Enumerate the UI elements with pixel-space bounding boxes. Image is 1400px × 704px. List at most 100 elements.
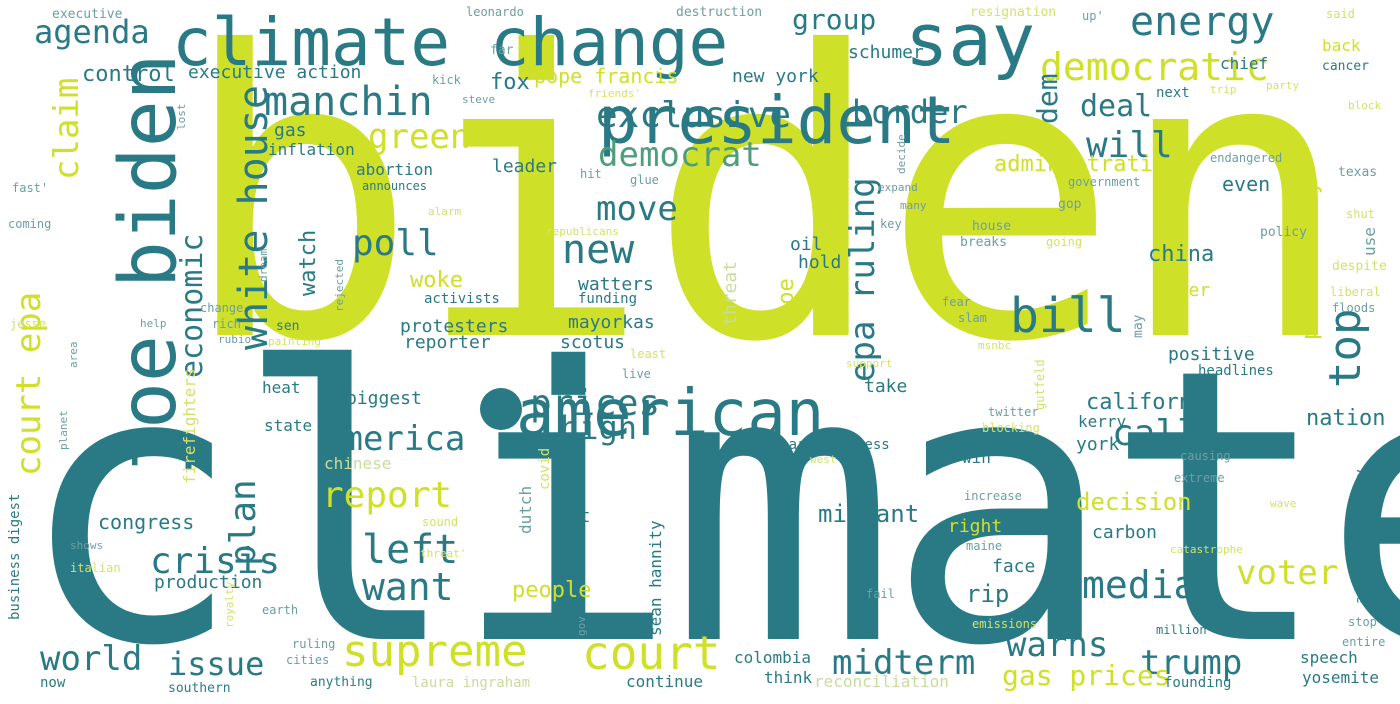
word-woke: woke <box>410 268 463 293</box>
word-kerry: kerry <box>1078 412 1127 431</box>
word-dream: dream <box>257 248 270 282</box>
word-support: support <box>846 357 893 370</box>
word-manchin: manchin <box>264 79 433 125</box>
word-far: far <box>490 43 514 58</box>
word-key: key <box>880 217 902 231</box>
word-trip: trip <box>1210 83 1237 96</box>
word-green-agenda: green agenda <box>772 495 796 641</box>
word-carbon: carbon <box>1092 522 1158 543</box>
word-live: live <box>622 367 651 381</box>
word-court: court <box>582 626 721 680</box>
word-voter: voter <box>1236 553 1339 593</box>
word-nation: nation <box>1306 406 1386 431</box>
word-poll: poll <box>352 223 439 264</box>
word-gas: gas <box>274 120 307 141</box>
word-warns: warns <box>1006 625 1109 665</box>
word-oil: oil <box>790 234 823 255</box>
word-next: next <box>1156 85 1190 101</box>
word-leonardo: leonardo <box>466 5 524 19</box>
word-back: back <box>1322 36 1361 55</box>
word-royalty: royalty <box>223 581 236 628</box>
word-policy: policy <box>1260 225 1307 240</box>
word-reconciliation: reconciliation <box>814 672 949 691</box>
word-jet: jet <box>558 506 591 527</box>
word-said: said <box>1326 7 1355 21</box>
word-people: people <box>512 578 592 603</box>
word-new-york: new york <box>732 66 819 87</box>
word-prices: prices <box>530 383 661 424</box>
word-planet: planet <box>57 410 70 450</box>
word-right: right <box>948 516 1003 537</box>
word-epa-ruling: epa ruling <box>843 177 883 382</box>
word-headlines: headlines <box>1198 363 1274 379</box>
word-face: face <box>992 556 1036 577</box>
word-sen: sen <box>276 319 300 334</box>
word-despite: despite <box>1332 259 1387 274</box>
word-american: american <box>516 377 825 451</box>
word-take: take <box>864 376 908 397</box>
word-decide: decide <box>895 134 908 174</box>
word-pope-francis: pope francis <box>534 64 679 88</box>
word-covid: covid <box>537 447 553 490</box>
word-cancer: cancer <box>1322 59 1369 74</box>
word-congress: congress <box>98 510 195 534</box>
word-biggest: biggest <box>346 388 422 409</box>
word-executive-action: executive action <box>188 62 362 83</box>
word-help: help <box>140 317 167 330</box>
word-green: green <box>368 117 471 157</box>
word-alarm: alarm <box>428 205 462 218</box>
word-yosemite: yosemite <box>1302 668 1380 687</box>
word-state: state <box>264 416 313 435</box>
word-executive: executive <box>52 7 123 22</box>
word-funding: funding <box>578 291 638 307</box>
word-block: block <box>1348 99 1382 112</box>
word-change: change <box>200 301 244 315</box>
word-government: government <box>1068 175 1141 189</box>
word-chief: chief <box>1220 54 1269 73</box>
word-founding: founding <box>1164 675 1232 691</box>
word-italian: italian <box>70 561 121 575</box>
word-decision: decision <box>1076 488 1192 516</box>
word-china: china <box>1148 242 1215 267</box>
word-causing: causing <box>1180 449 1231 463</box>
word-catastrophe: catastrophe <box>1170 543 1243 556</box>
word-power: power <box>1156 280 1211 301</box>
word-exclusive: exclusive <box>596 95 792 136</box>
word-west: west <box>810 453 837 466</box>
word-sean-hannity: sean hannity <box>646 520 665 636</box>
word-issue: issue <box>168 645 265 683</box>
word-up-q: up' <box>1082 9 1104 23</box>
word-protesters: protesters <box>400 316 509 337</box>
word-party: party <box>1266 79 1300 92</box>
word-rejected: rejected <box>333 259 346 312</box>
word-business-digest: business digest <box>7 493 23 620</box>
word-trump: trump <box>1140 643 1243 683</box>
word-left: left <box>362 527 459 573</box>
word-resignation: resignation <box>970 5 1057 20</box>
word-many: many <box>900 199 927 212</box>
word-rubio: rubio <box>218 333 252 346</box>
word-control: control <box>82 62 175 87</box>
word-positive: positive <box>1168 344 1255 365</box>
word-york-times: york times <box>1076 434 1185 455</box>
word-liberal: liberal <box>1330 285 1381 299</box>
word-leader: leader <box>492 156 558 177</box>
word-world: world <box>40 639 143 679</box>
word-going: going <box>1046 235 1083 249</box>
word-gutfeld: gutfeld <box>1033 359 1047 410</box>
word-blocking: blocking <box>982 421 1040 435</box>
word-president: president <box>598 82 956 159</box>
word-joe: joe <box>774 278 799 318</box>
word-schumer: schumer <box>848 42 924 63</box>
word-painting: painting <box>268 335 321 348</box>
word-twitter: twitter <box>988 405 1039 419</box>
word-wave: wave <box>1270 497 1297 510</box>
word-new: new <box>562 227 635 273</box>
word-speech: speech <box>1300 648 1358 667</box>
word-least: least <box>630 347 667 361</box>
word-even: even <box>1222 172 1271 196</box>
word-watch: watch <box>296 229 321 296</box>
word-inflation: inflation <box>268 140 355 159</box>
word-america: america <box>322 419 466 459</box>
